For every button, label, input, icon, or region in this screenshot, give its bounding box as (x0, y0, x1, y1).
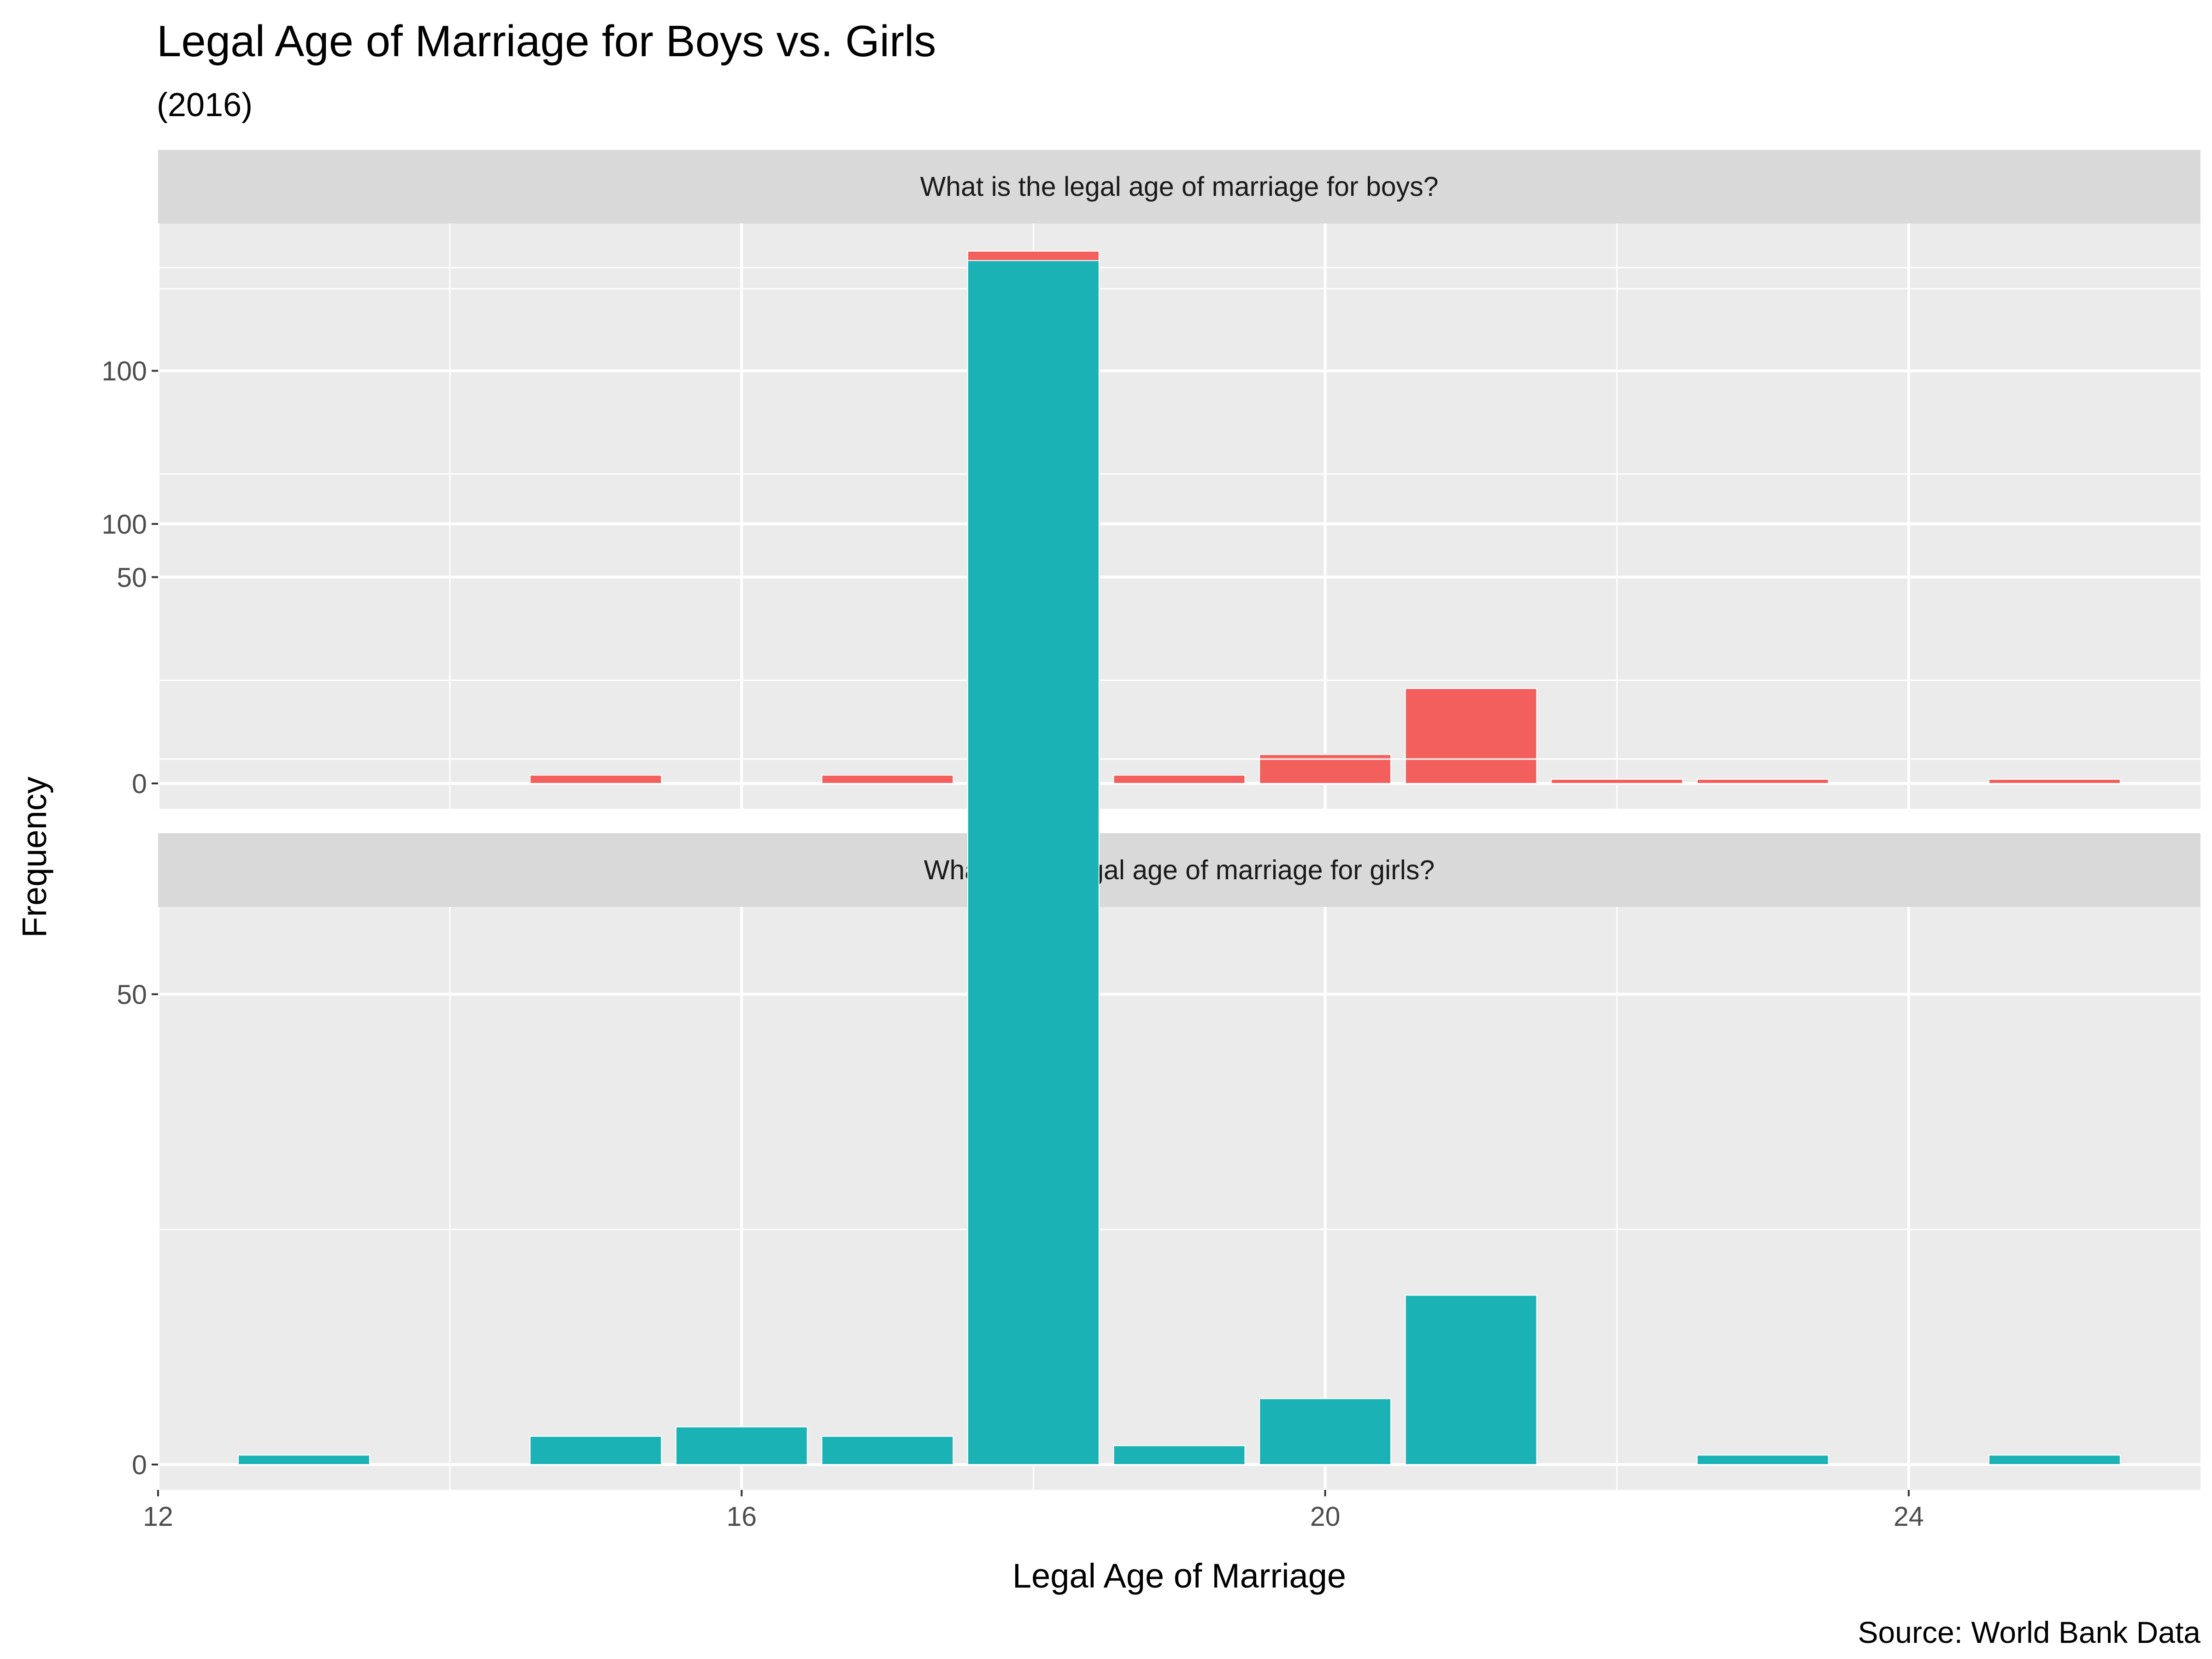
y-tick-label: 100 (102, 509, 147, 540)
y-tick-label: 0 (132, 1450, 147, 1480)
bar-23 (1696, 779, 1829, 784)
bar-21 (1405, 688, 1537, 784)
x-tick-label: 20 (1310, 1501, 1341, 1532)
bar-25 (1988, 1454, 2121, 1465)
bar-13 (238, 1454, 371, 1465)
facet-panel-2: What is the legal age of marriage for gi… (102, 260, 2200, 1532)
bar-15 (529, 775, 662, 784)
y-tick-label: 100 (102, 356, 147, 387)
x-axis-title: Legal Age of Marriage (1012, 1557, 1346, 1595)
bar-17 (821, 775, 954, 784)
bar-18 (967, 260, 1100, 1465)
bar-20 (1259, 1398, 1392, 1465)
y-axis-title: Frequency (15, 777, 53, 938)
facet-strip-label: What is the legal age of marriage for bo… (920, 171, 1439, 202)
chart-caption: Source: World Bank Data (1858, 1615, 2201, 1649)
x-tick-label: 12 (143, 1501, 173, 1532)
bar-16 (675, 1426, 808, 1465)
x-tick-label: 24 (1894, 1501, 1924, 1532)
panel-background (158, 907, 2200, 1490)
facet-panel-1: What is the legal age of marriage for bo… (102, 150, 2200, 809)
y-tick-label: 50 (117, 979, 147, 1010)
bar-25 (1988, 779, 2121, 784)
facet-strip (158, 150, 2200, 224)
y-tick-label: 0 (132, 769, 147, 799)
x-tick-label: 16 (726, 1501, 757, 1532)
facet-panels: What is the legal age of marriage for bo… (102, 150, 2200, 1532)
bar-19 (1113, 1445, 1246, 1465)
bar-22 (1551, 779, 1683, 784)
chart-subtitle: (2016) (157, 87, 253, 124)
bar-15 (529, 1435, 662, 1465)
bar-23 (1696, 1454, 1829, 1465)
chart-title: Legal Age of Marriage for Boys vs. Girls (157, 17, 936, 66)
panel-background (158, 224, 2200, 809)
facet-strip (158, 833, 2200, 907)
bar-17 (821, 1435, 954, 1465)
y-tick-label: 50 (117, 562, 147, 593)
bar-19 (1113, 775, 1246, 784)
bar-21 (1405, 1294, 1537, 1465)
